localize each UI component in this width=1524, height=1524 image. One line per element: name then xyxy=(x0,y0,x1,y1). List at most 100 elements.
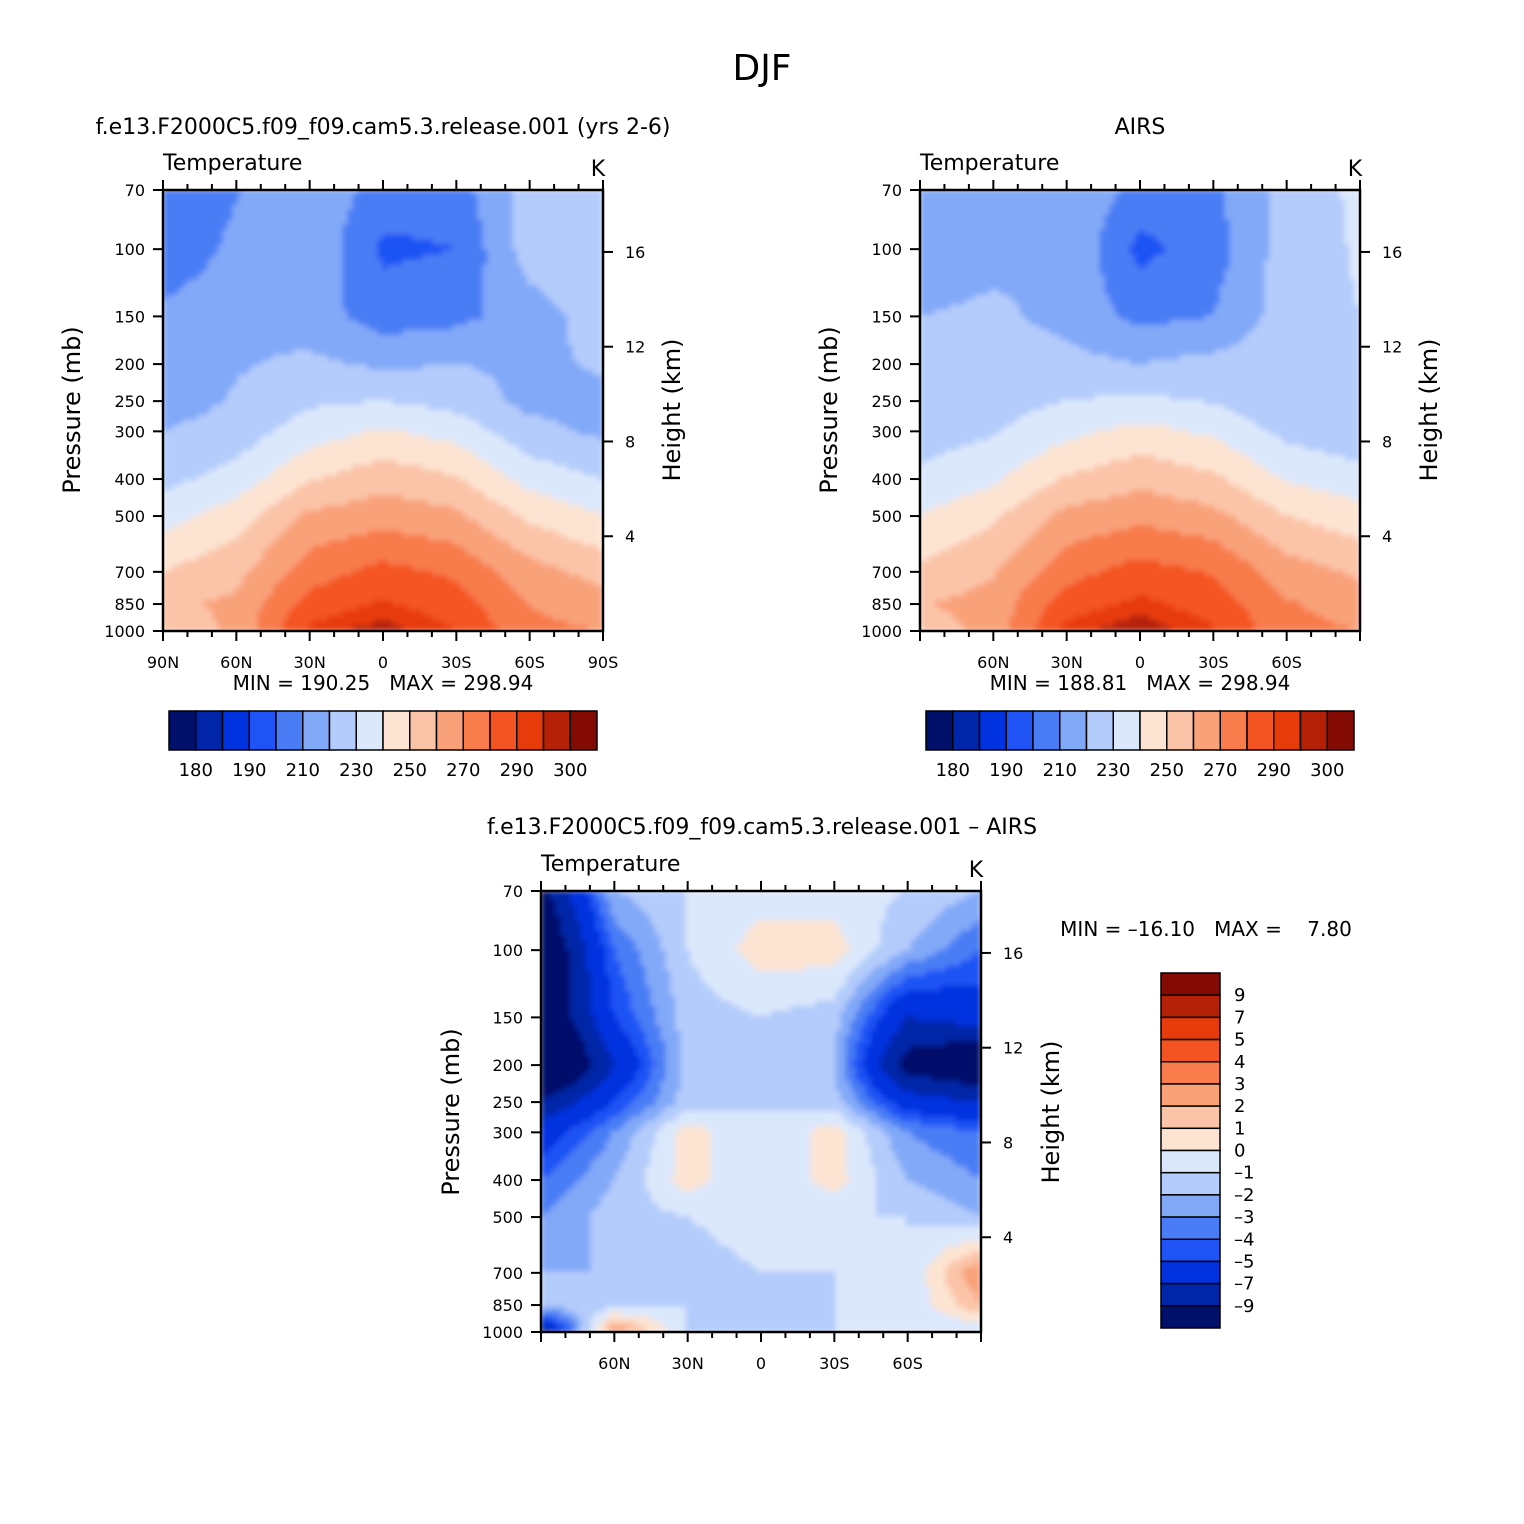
contour-cell xyxy=(562,274,569,281)
contour-cell xyxy=(232,274,239,281)
contour-cell xyxy=(517,209,524,216)
contour-cell xyxy=(457,304,464,311)
contour-cell xyxy=(167,224,174,231)
contour-cell xyxy=(182,199,189,206)
contour-cell xyxy=(372,450,379,457)
contour-cell xyxy=(362,369,369,376)
contour-cell xyxy=(177,435,184,442)
contour-cell xyxy=(572,194,579,201)
contour-cell xyxy=(292,344,299,351)
contour-cell xyxy=(212,359,219,366)
contour-cell xyxy=(182,364,189,371)
contour-cell xyxy=(287,304,294,311)
contour-cell xyxy=(507,404,514,411)
contour-cell xyxy=(577,234,584,241)
contour-cell xyxy=(232,239,239,246)
contour-cell xyxy=(577,394,584,401)
contour-cell xyxy=(592,314,599,321)
contour-cell xyxy=(317,425,324,432)
contour-cell xyxy=(177,284,184,291)
contour-cell xyxy=(207,389,214,396)
contour-cell xyxy=(402,259,409,266)
contour-cell xyxy=(572,190,579,196)
contour-cell xyxy=(192,470,199,477)
contour-cell xyxy=(372,264,379,271)
contour-cell xyxy=(217,190,224,196)
contour-cell xyxy=(192,244,199,251)
contour-cell xyxy=(497,304,504,311)
contour-cell xyxy=(182,354,189,361)
contour-cell xyxy=(567,425,574,432)
contour-cell xyxy=(447,269,454,276)
contour-cell xyxy=(502,450,509,457)
contour-cell xyxy=(207,399,214,406)
contour-cell xyxy=(172,324,179,331)
contour-cell xyxy=(322,309,329,316)
contour-cell xyxy=(197,294,204,301)
contour-cell xyxy=(407,435,414,442)
contour-cell xyxy=(367,389,374,396)
contour-cell xyxy=(452,259,459,266)
contour-cell xyxy=(422,309,429,316)
contour-cell xyxy=(502,194,509,201)
contour-cell xyxy=(527,384,534,391)
contour-cell xyxy=(347,465,354,472)
contour-cell xyxy=(282,204,289,211)
contour-cell xyxy=(182,379,189,386)
contour-cell xyxy=(207,214,214,221)
contour-cell xyxy=(382,224,389,231)
contour-cell xyxy=(302,204,309,211)
contour-cell xyxy=(227,369,234,376)
contour-cell xyxy=(327,319,334,326)
contour-cell xyxy=(282,394,289,401)
contour-cell xyxy=(572,369,579,376)
contour-cell xyxy=(302,214,309,221)
contour-cell xyxy=(472,269,479,276)
contour-cell xyxy=(407,425,414,432)
contour-cell xyxy=(592,359,599,366)
contour-cell xyxy=(297,274,304,281)
contour-cell xyxy=(492,214,499,221)
contour-cell xyxy=(242,274,249,281)
contour-cell xyxy=(327,190,334,196)
contour-cell xyxy=(227,249,234,256)
contour-cell xyxy=(587,339,594,346)
contour-cell xyxy=(462,294,469,301)
contour-cell xyxy=(262,329,269,336)
contour-cell xyxy=(377,425,384,432)
contour-cell xyxy=(272,224,279,231)
contour-cell xyxy=(377,199,384,206)
contour-cell xyxy=(462,274,469,281)
contour-cell xyxy=(322,294,329,301)
contour-cell xyxy=(322,224,329,231)
contour-cell xyxy=(362,410,369,417)
contour-cell xyxy=(512,299,519,306)
contour-cell xyxy=(457,249,464,256)
contour-cell xyxy=(267,239,274,246)
contour-cell xyxy=(422,374,429,381)
contour-cell xyxy=(342,269,349,276)
contour-cell xyxy=(163,445,169,452)
contour-cell xyxy=(192,364,199,371)
contour-cell xyxy=(382,435,389,442)
contour-cell xyxy=(332,399,339,406)
contour-cell xyxy=(267,324,274,331)
contour-cell xyxy=(252,209,259,216)
contour-cell xyxy=(572,299,579,306)
contour-cell xyxy=(432,394,439,401)
contour-cell xyxy=(462,339,469,346)
contour-cell xyxy=(462,254,469,261)
contour-cell xyxy=(577,369,584,376)
contour-cell xyxy=(352,289,359,296)
contour-cell xyxy=(372,324,379,331)
contour-cell xyxy=(427,445,434,452)
contour-cell xyxy=(582,219,589,226)
contour-cell xyxy=(552,259,559,266)
contour-cell xyxy=(517,284,524,291)
contour-cell xyxy=(557,314,564,321)
contour-cell xyxy=(407,359,414,366)
contour-cell xyxy=(512,294,519,301)
contour-cell xyxy=(477,199,484,206)
contour-cell xyxy=(362,229,369,236)
contour-cell xyxy=(257,445,264,452)
